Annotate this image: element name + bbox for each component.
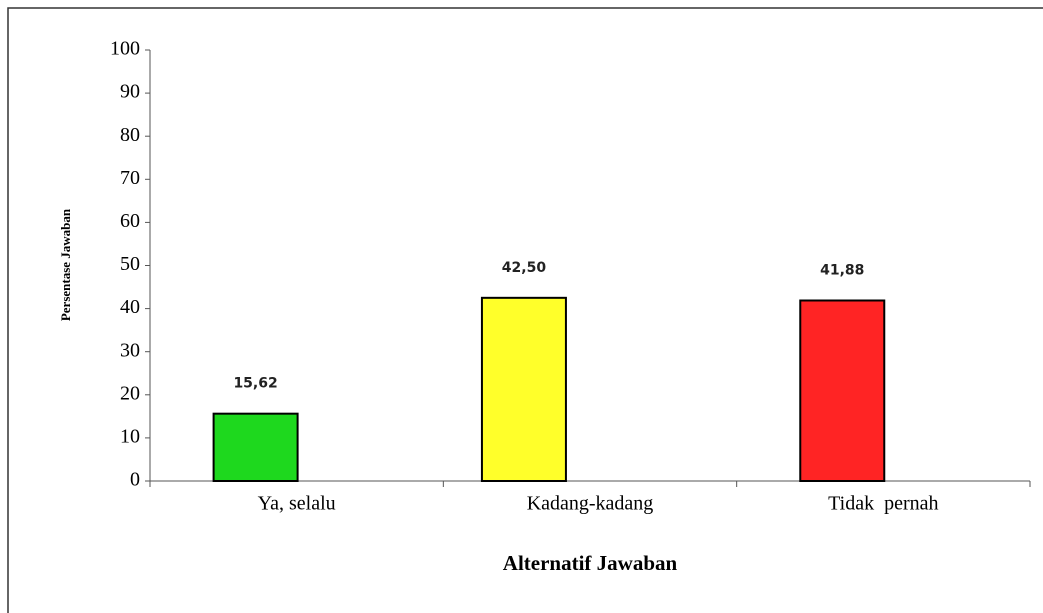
y-tick-label: 60 <box>120 210 140 232</box>
y-tick-label: 20 <box>120 382 140 404</box>
y-tick-label: 30 <box>120 339 140 361</box>
value-label: 42,50 <box>502 260 547 276</box>
y-tick-label: 70 <box>120 167 140 189</box>
y-tick-label: 10 <box>120 425 140 447</box>
bar <box>799 299 886 482</box>
y-tick-label: 40 <box>120 296 140 318</box>
y-tick-label: 50 <box>120 253 140 275</box>
value-label: 15,62 <box>233 376 277 392</box>
bar <box>212 412 299 482</box>
bar <box>480 296 567 483</box>
y-axis-label: Persentase Jawaban <box>58 208 73 321</box>
y-tick-label: 0 <box>130 469 140 491</box>
y-tick-label: 90 <box>120 81 140 103</box>
x-tick-label: Ya, selalu <box>258 493 336 515</box>
x-tick-label: Kadang-kadang <box>527 493 654 515</box>
y-tick-label: 80 <box>120 124 140 146</box>
y-tick-label: 100 <box>110 38 140 60</box>
chart-frame <box>7 7 1043 613</box>
x-axis-label: Alternatif Jawaban <box>503 551 678 575</box>
x-tick-label: Tidak pernah <box>828 493 938 515</box>
value-label: 41,88 <box>820 262 864 278</box>
